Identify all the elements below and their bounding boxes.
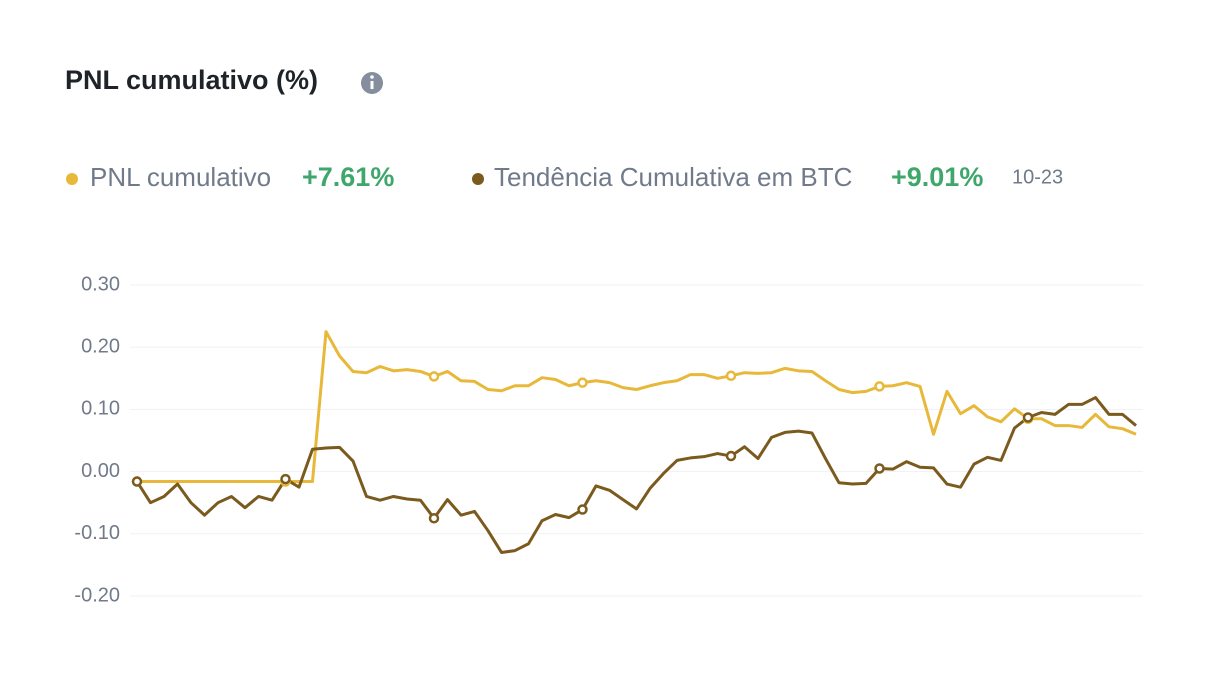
legend-label: PNL cumulativo [90, 162, 271, 192]
point-marker [874, 381, 885, 392]
y-tick-label: 0.10 [81, 398, 120, 420]
series-line [135, 396, 1137, 554]
y-tick-label: 0.20 [81, 335, 120, 357]
y-tick-label: -0.20 [74, 584, 120, 606]
info-icon[interactable] [361, 72, 383, 94]
series-line [137, 330, 1137, 484]
legend-dot [66, 173, 78, 185]
legend-date: 10-23 [1012, 166, 1063, 188]
y-tick-label: 0.30 [81, 273, 120, 295]
point-marker [1022, 412, 1034, 423]
point-marker [874, 463, 885, 474]
legend-label: Tendência Cumulativa em BTC [494, 162, 852, 192]
point-marker [428, 513, 440, 524]
point-marker [131, 476, 143, 487]
legend-change: +7.61% [302, 162, 394, 192]
point-marker [725, 370, 737, 382]
point-marker [577, 377, 588, 388]
point-marker [725, 450, 737, 462]
point-marker [280, 473, 291, 485]
chart-title: PNL cumulativo (%) [65, 65, 318, 95]
point-marker [428, 371, 440, 382]
legend-dot [472, 173, 484, 185]
legend-change: +9.01% [891, 162, 983, 192]
y-tick-label: -0.10 [74, 522, 120, 544]
y-tick-label: 0.00 [81, 460, 120, 482]
point-marker [577, 504, 588, 515]
